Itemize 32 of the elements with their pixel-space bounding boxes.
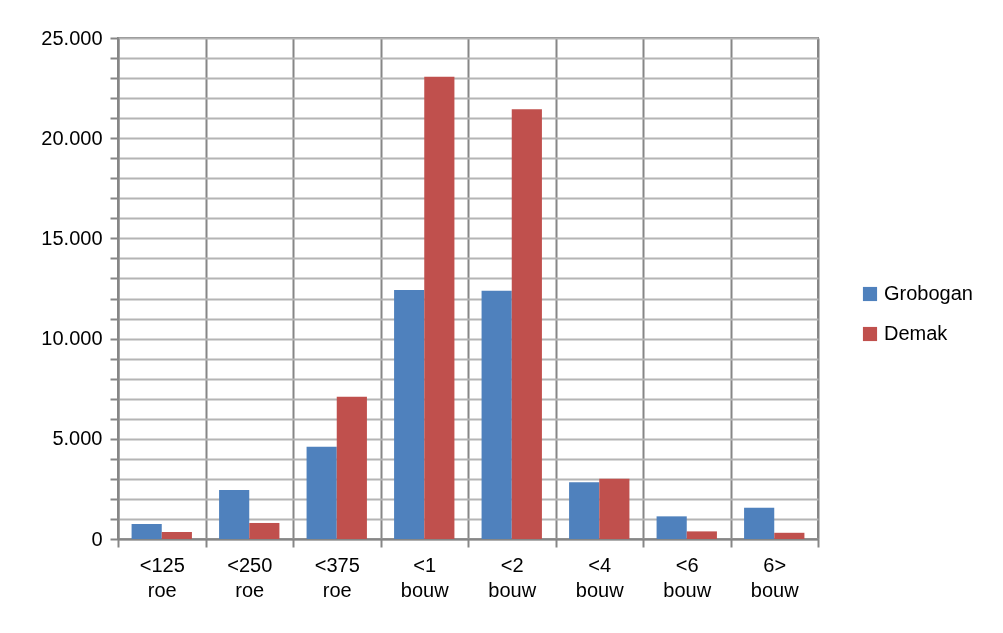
legend-label: Grobogan xyxy=(884,282,973,304)
bar xyxy=(161,531,192,539)
bar xyxy=(569,482,600,539)
legend-label: Demak xyxy=(884,322,949,344)
y-tick-label: 10.000 xyxy=(41,327,103,350)
bar xyxy=(131,523,162,539)
bar xyxy=(336,396,367,539)
x-tick-label: <6 bouw xyxy=(663,553,712,601)
bar xyxy=(481,290,512,539)
x-tick-label: <125 roe xyxy=(139,553,185,601)
y-tick-label: 0 xyxy=(91,527,103,550)
bar xyxy=(656,516,687,539)
bar xyxy=(744,507,775,539)
bar xyxy=(511,109,542,539)
y-tick-label: 15.000 xyxy=(41,226,103,249)
bar xyxy=(686,531,717,539)
bar xyxy=(219,489,250,539)
x-tick-label: 6> bouw xyxy=(750,553,800,601)
bar xyxy=(774,532,805,539)
x-tick-label: <2 bouw xyxy=(488,553,537,601)
y-tick-label: 5.000 xyxy=(52,427,103,450)
bar xyxy=(394,289,425,539)
bar xyxy=(424,76,455,539)
x-tick-label: <4 bouw xyxy=(575,553,625,601)
x-tick-label: <375 roe xyxy=(314,553,360,601)
x-tick-label: <250 roe xyxy=(227,553,273,601)
y-tick-label: 25.000 xyxy=(41,26,103,49)
bar xyxy=(249,522,280,539)
x-tick-label: <1 bouw xyxy=(400,553,450,601)
bar xyxy=(306,446,337,539)
y-tick-label: 20.000 xyxy=(41,126,103,149)
bar xyxy=(599,478,630,539)
